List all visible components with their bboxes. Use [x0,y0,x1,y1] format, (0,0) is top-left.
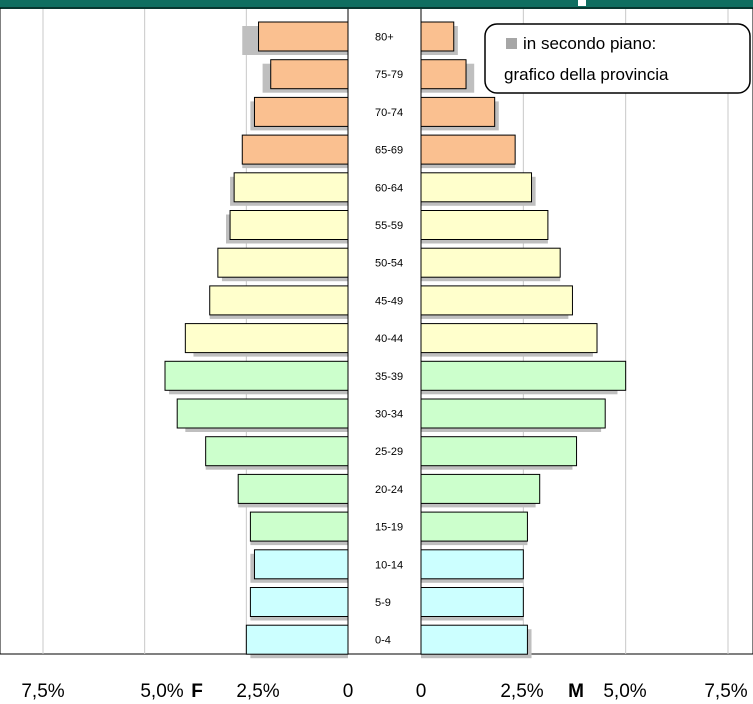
bar-f-20-24 [237,473,349,504]
bar-f-75-79 [270,59,349,90]
age-label-35-39: 35-39 [375,371,403,383]
bar-f-35-39 [164,360,349,391]
right-tick-2: 5,0% [603,681,646,702]
age-label-30-34: 30-34 [375,409,403,421]
bar-f-0-4 [245,624,349,655]
age-label-50-54: 50-54 [375,258,403,270]
bar-m-30-34 [420,398,606,429]
bar-m-15-19 [420,511,528,542]
bar-f-60-64 [233,172,349,203]
age-label-75-79: 75-79 [375,69,403,81]
bar-m-80+ [420,21,455,52]
age-label-20-24: 20-24 [375,484,403,496]
left-tick-1: 5,0% [140,681,183,702]
age-label-70-74: 70-74 [375,107,403,119]
right-axis-label: M [568,681,584,702]
age-label-10-14: 10-14 [375,559,403,571]
legend-box [484,23,751,94]
bar-m-70-74 [420,96,496,127]
age-label-40-44: 40-44 [375,333,403,345]
bar-m-55-59 [420,210,549,240]
bar-f-15-19 [249,511,349,542]
bar-m-25-29 [420,436,578,467]
bar-f-55-59 [229,210,349,240]
bar-f-40-44 [184,323,349,354]
header-bar [0,0,753,9]
legend-line1: in secondo piano: [523,34,656,53]
bar-m-20-24 [420,473,541,504]
bar-f-30-34 [176,398,349,429]
bar-f-10-14 [253,549,349,580]
plot-frame [0,7,753,655]
bar-m-60-64 [420,172,533,203]
bar-m-50-54 [420,247,561,278]
bar-f-50-54 [217,247,349,278]
bar-f-45-49 [209,285,349,316]
bar-m-65-69 [420,134,516,165]
left-tick-2: 2,5% [236,681,279,702]
right-tick-0: 0 [416,681,427,702]
age-label-80+: 80+ [375,32,394,44]
header-accent [578,0,586,6]
age-label-25-29: 25-29 [375,446,403,458]
right-tick-3: 7,5% [704,681,747,702]
age-label-15-19: 15-19 [375,522,403,534]
left-tick-3: 0 [343,681,354,702]
age-label-0-4: 0-4 [375,635,391,647]
right-tick-1: 2,5% [500,681,543,702]
bar-f-80+ [258,21,349,52]
legend-swatch [506,38,517,49]
age-label-45-49: 45-49 [375,295,403,307]
legend-line2: grafico della provincia [504,65,669,84]
bar-m-35-39 [420,360,627,391]
bar-m-10-14 [420,549,524,580]
bar-m-5-9 [420,587,524,617]
bar-f-70-74 [253,96,349,127]
bar-m-40-44 [420,323,598,354]
bar-f-25-29 [205,436,349,467]
bar-f-5-9 [249,587,349,617]
left-axis-label: F [191,681,203,702]
age-label-55-59: 55-59 [375,220,403,232]
bar-m-0-4 [420,624,528,655]
bar-f-65-69 [241,134,349,165]
bar-m-75-79 [420,59,467,90]
age-label-60-64: 60-64 [375,182,403,194]
left-tick-0: 7,5% [21,681,64,702]
age-label-5-9: 5-9 [375,597,391,609]
bar-m-45-49 [420,285,573,316]
age-label-65-69: 65-69 [375,145,403,157]
